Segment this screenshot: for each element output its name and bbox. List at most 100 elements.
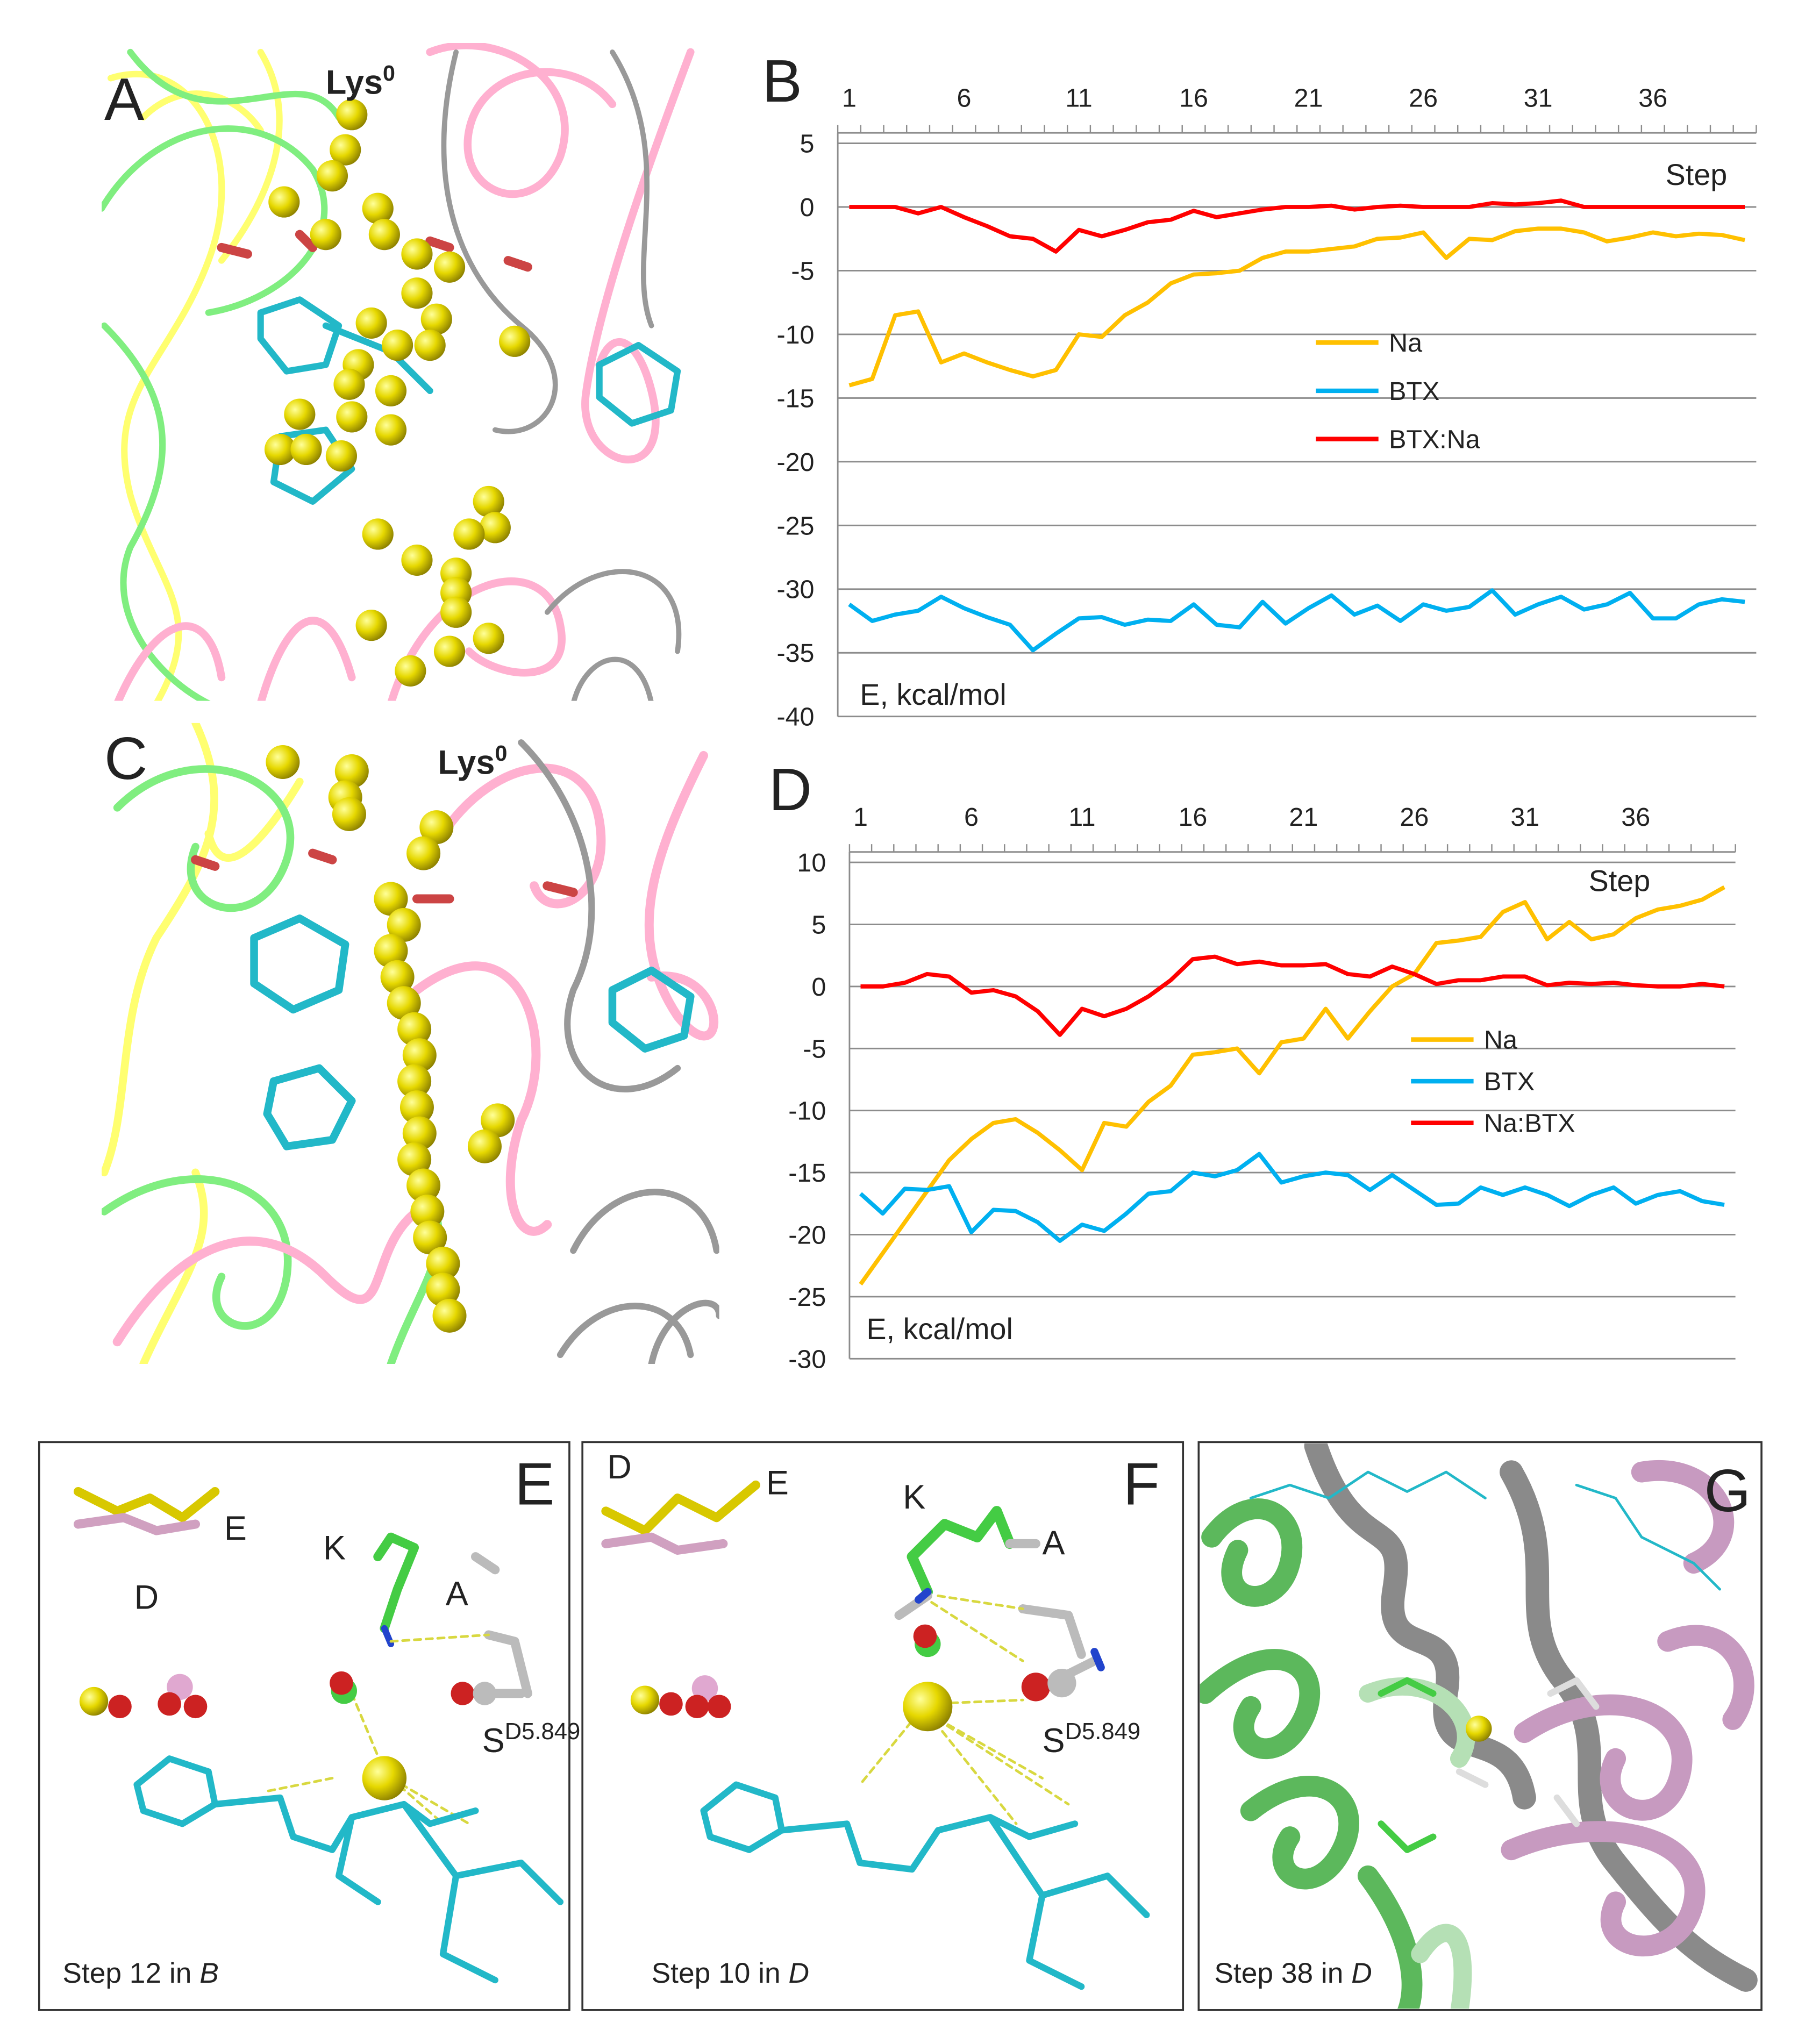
sodium-sphere (375, 375, 407, 407)
data-line (860, 954, 1725, 1037)
sodium-sphere (402, 1038, 437, 1073)
sodium-sphere (406, 836, 441, 870)
caption: Step 38 in D (1214, 1957, 1372, 1989)
sodium-sphere (334, 754, 369, 788)
sodium-sphere (419, 810, 454, 845)
x-axis-label: Step (1589, 864, 1651, 897)
sodium-sphere (355, 307, 387, 339)
residue-label: SD5.849 (1043, 1719, 1141, 1760)
sodium-sphere (481, 1103, 515, 1138)
sodium-sphere (375, 414, 407, 446)
caption-ref: D (788, 1957, 809, 1989)
y-tick-label: 0 (800, 193, 815, 222)
residue-label: K (903, 1478, 925, 1516)
residue-name: Lys (326, 63, 383, 101)
sodium-sphere (362, 518, 394, 550)
x-tick-label: 1 (842, 84, 857, 113)
legend-label: BTX (1389, 377, 1439, 406)
sodium-sphere (382, 330, 413, 361)
sodium-sphere (420, 303, 452, 335)
y-tick-label: -5 (803, 1034, 826, 1063)
sodium-sphere (332, 797, 366, 831)
x-tick-label: 36 (1638, 84, 1667, 113)
sodium-sphere (268, 186, 300, 218)
sodium-sphere (401, 238, 433, 270)
structure-f (601, 1480, 1150, 1990)
sodium-sphere (426, 1246, 460, 1281)
sodium-sphere (414, 330, 446, 361)
legend-label: BTX:Na (1389, 425, 1480, 454)
sodium-sphere (479, 512, 511, 544)
sodium-sphere (433, 635, 466, 667)
residue-superscript: 0 (495, 741, 507, 766)
residue-label: Lys0 (438, 741, 507, 781)
x-tick-label: 31 (1510, 803, 1539, 832)
y-tick-label: -40 (776, 703, 814, 732)
x-tick-label: 1 (853, 803, 868, 832)
structure-g (1200, 1443, 1758, 2009)
sodium-sphere (432, 1298, 467, 1333)
y-tick-label: 5 (811, 910, 826, 939)
legend-label: Na:BTX (1484, 1109, 1575, 1138)
sodium-sphere (397, 1142, 432, 1177)
sodium-sphere (387, 986, 421, 1020)
sodium-sphere (440, 596, 472, 628)
sodium-sphere (310, 219, 341, 251)
residue-superscript: 0 (383, 61, 395, 85)
x-tick-label: 21 (1294, 84, 1323, 113)
x-tick-label: 16 (1178, 803, 1207, 832)
structure-a (102, 42, 695, 701)
panel-frame (38, 1441, 570, 2011)
sodium-sphere (355, 610, 387, 641)
caption-text: Step 12 in (62, 1957, 191, 1989)
structure-e (73, 1486, 564, 1984)
y-tick-label: 5 (800, 130, 815, 159)
sodium-sphere (387, 907, 421, 942)
sodium-spheres-a (264, 99, 531, 687)
x-tick-label: 11 (1068, 803, 1095, 832)
sodium-sphere (473, 623, 504, 654)
panel-frame (581, 1441, 1185, 2011)
sodium-sphere (374, 882, 408, 916)
legend-label: BTX (1484, 1067, 1535, 1096)
sodium-sphere (336, 99, 368, 131)
residue-label: D (607, 1448, 632, 1486)
residue-superscript: D5.849 (505, 1719, 581, 1745)
residue-label: E (224, 1510, 247, 1547)
y-tick-label: -35 (776, 639, 814, 668)
sodium-sphere (399, 1090, 434, 1125)
residue-name: S (482, 1722, 505, 1760)
data-line (848, 588, 1745, 653)
sodium-sphere (401, 277, 433, 309)
sodium-sphere (410, 1194, 445, 1228)
x-tick-label: 6 (964, 803, 979, 832)
caption-text: Step 38 in (1214, 1957, 1343, 1989)
residue-label: A (446, 1575, 468, 1612)
sodium-sphere (402, 1116, 437, 1150)
data-line (859, 885, 1725, 1286)
sodium-spheres-c (266, 745, 515, 1333)
structure-c (102, 723, 719, 1364)
panel-label: B (762, 47, 802, 115)
y-tick-label: 0 (811, 973, 826, 1002)
data-line (849, 198, 1745, 254)
sodium-sphere (397, 1012, 432, 1046)
residue-label: SD5.849 (482, 1719, 581, 1760)
panel-label: F (1123, 1450, 1160, 1518)
sodium-sphere (397, 1064, 432, 1098)
caption: Step 10 in D (652, 1957, 809, 1989)
y-tick-label: -5 (791, 256, 814, 285)
y-tick-label: -20 (776, 448, 814, 477)
legend-label: Na (1389, 328, 1422, 358)
caption-text: Step 10 in (652, 1957, 781, 1989)
panel-label: G (1704, 1457, 1751, 1524)
y-tick-label: -10 (776, 320, 814, 349)
x-axis-label: Step (1666, 158, 1728, 191)
sodium-sphere (264, 433, 296, 466)
residue-label: A (1043, 1524, 1065, 1562)
x-tick-label: 6 (957, 84, 972, 113)
sodium-sphere (433, 251, 466, 283)
sodium-sphere (453, 518, 485, 550)
